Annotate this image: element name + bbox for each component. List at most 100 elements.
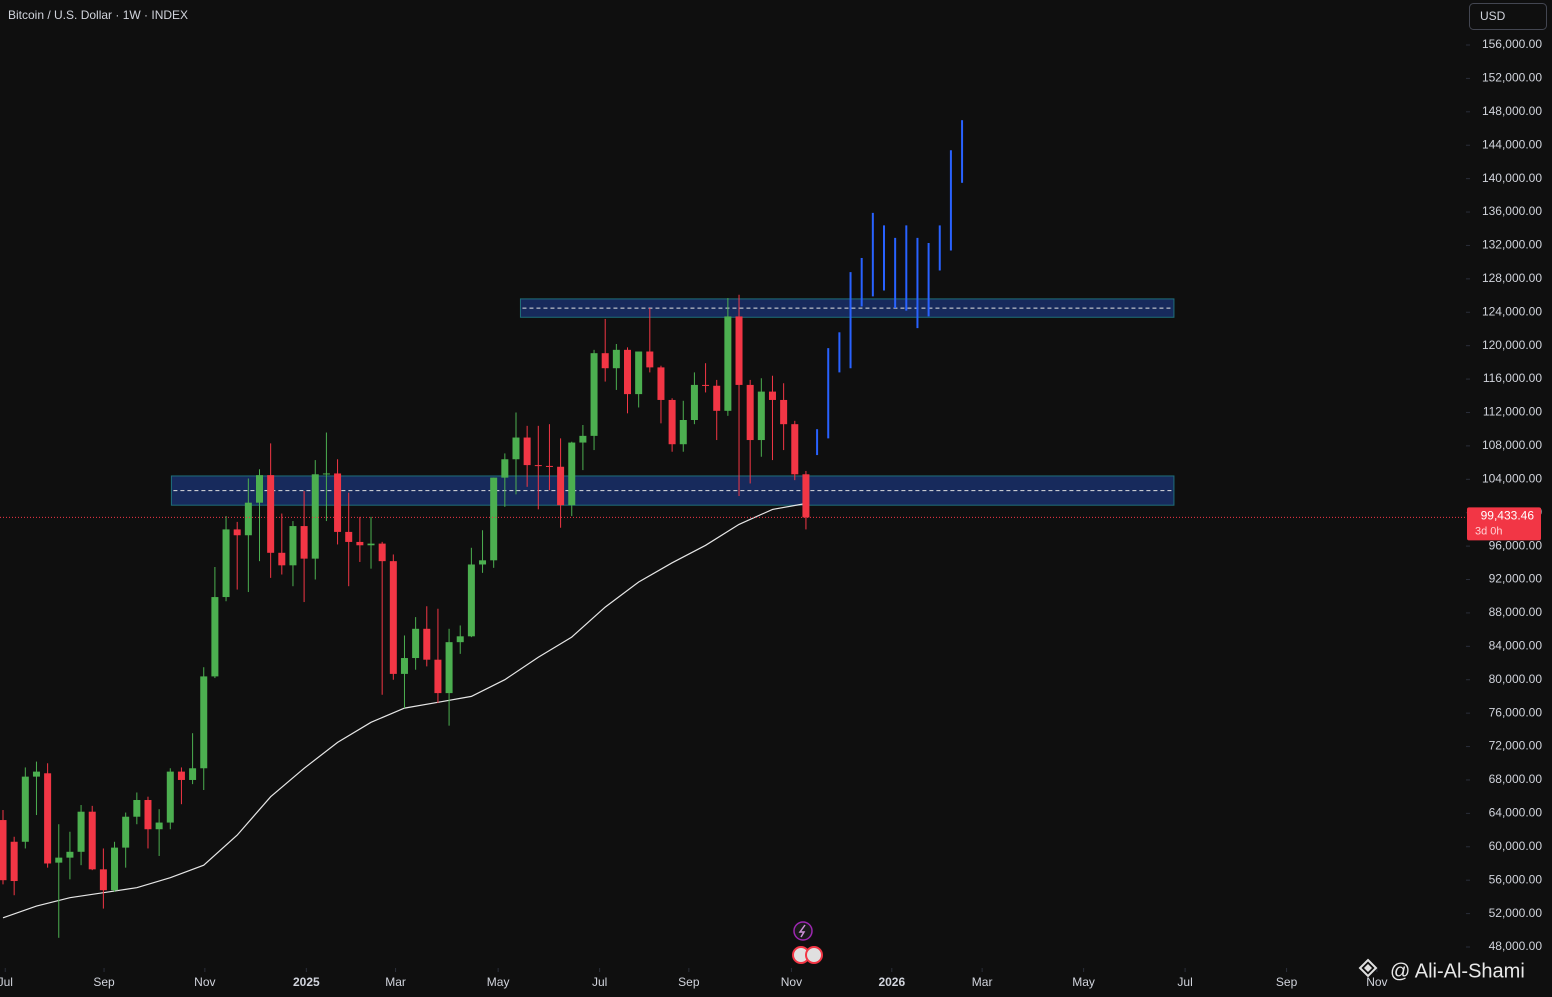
watermark-icon: [1358, 958, 1378, 978]
candle-body: [356, 541, 364, 546]
candle-body: [32, 771, 40, 777]
last-price-box: [1467, 507, 1541, 541]
candle-body: [21, 776, 29, 842]
candle-body: [467, 564, 475, 637]
candle-body: [378, 543, 386, 562]
event-icon[interactable]: [793, 921, 813, 941]
candle-body: [757, 391, 765, 441]
y-tick-label: 120,000.00: [1482, 338, 1542, 352]
candle-body: [702, 384, 710, 386]
candle-body: [177, 771, 185, 780]
watermark: @ Ali-Al-Shami: [1390, 960, 1525, 982]
x-tick-label: Nov: [194, 975, 215, 989]
candle-body: [256, 475, 264, 503]
candle-body: [66, 851, 74, 858]
candle-body: [501, 459, 509, 478]
y-tick-label: 148,000.00: [1482, 104, 1542, 118]
candle-body: [523, 437, 531, 466]
event-icons: [792, 921, 823, 964]
candle-body: [111, 847, 119, 891]
x-tick-label: Jul: [592, 975, 607, 989]
candle-body: [690, 384, 698, 420]
y-tick-label: 92,000.00: [1489, 572, 1543, 586]
y-tick-label: 76,000.00: [1489, 705, 1543, 719]
candle-body: [434, 659, 442, 694]
projection: [816, 120, 964, 456]
x-tick-label: 2025: [293, 975, 320, 989]
candle-body: [545, 465, 553, 467]
y-tick-label: 56,000.00: [1489, 872, 1543, 886]
candle-body: [166, 771, 174, 823]
candle-body: [412, 628, 420, 659]
candle-body: [768, 391, 776, 400]
y-tick-label: 116,000.00: [1483, 371, 1542, 385]
candle-body: [389, 561, 397, 674]
x-tick-label: Jul: [0, 975, 13, 989]
candle-body: [55, 857, 63, 863]
y-tick-label: 52,000.00: [1489, 906, 1543, 920]
candle-body: [568, 442, 576, 506]
y-tick-label: 152,000.00: [1482, 71, 1542, 85]
y-tick-label: 68,000.00: [1489, 772, 1543, 786]
candle-body: [802, 474, 810, 518]
candle-body: [144, 800, 152, 830]
candle-body: [289, 526, 297, 566]
x-tick-label: Jul: [1177, 975, 1192, 989]
x-tick-label: Nov: [781, 975, 802, 989]
watermark-logo: [1358, 958, 1378, 978]
candle-body: [200, 676, 208, 769]
x-tick-label: Nov: [1366, 975, 1387, 989]
candle-body: [44, 773, 52, 864]
candle-body: [0, 820, 7, 881]
y-tick-label: 144,000.00: [1482, 137, 1542, 151]
x-tick-label: Sep: [93, 975, 115, 989]
candle-body: [122, 816, 130, 848]
y-tick-label: 48,000.00: [1489, 939, 1543, 953]
candle-body: [724, 316, 732, 411]
y-tick-label: 104,000.00: [1482, 471, 1542, 485]
last-price-label: 99,433.46: [1481, 509, 1535, 523]
candle-body: [334, 473, 342, 532]
candle-body: [624, 349, 632, 395]
candle-body: [155, 822, 163, 830]
candle-body: [657, 367, 665, 400]
currency-button[interactable]: [1469, 3, 1547, 30]
candle-body: [456, 636, 464, 643]
candle-body: [10, 841, 18, 882]
watermark-logo: [1364, 964, 1372, 972]
candle-body: [233, 529, 241, 536]
candle-body: [77, 811, 85, 852]
candle-body: [780, 399, 788, 425]
zones: [170, 298, 1175, 506]
y-tick-label: 88,000.00: [1489, 605, 1543, 619]
candle-body: [534, 465, 542, 467]
candle-body: [579, 435, 587, 443]
currency-label[interactable]: USD: [1480, 9, 1506, 23]
candle-body: [635, 351, 643, 395]
x-tick-label: Mar: [972, 975, 993, 989]
y-tick-label: 156,000.00: [1482, 37, 1542, 51]
candle-body: [189, 768, 197, 780]
event-icon[interactable]: [805, 946, 823, 964]
candle-body: [367, 543, 375, 546]
candle-body: [612, 349, 620, 369]
candle-body: [557, 466, 565, 506]
candle-body: [646, 351, 654, 368]
candle-body: [345, 531, 353, 542]
x-tick-label: 2026: [878, 975, 905, 989]
y-tick-label: 80,000.00: [1489, 672, 1543, 686]
candle-body: [479, 560, 487, 565]
candle-body: [601, 353, 609, 369]
candle-body: [244, 502, 252, 536]
y-tick-label: 124,000.00: [1482, 304, 1542, 318]
candle-body: [746, 384, 754, 441]
axes: 48,000.00 52,000.00 56,000.00 60,000.00 64,0…: [0, 37, 1542, 989]
y-tick-label: 140,000.00: [1482, 171, 1542, 185]
candle-body: [423, 628, 431, 660]
countdown: 3d 0h: [1475, 525, 1503, 537]
y-tick-label: 136,000.00: [1482, 204, 1542, 218]
y-tick-label: 128,000.00: [1482, 271, 1542, 285]
y-tick-label: 72,000.00: [1489, 739, 1543, 753]
